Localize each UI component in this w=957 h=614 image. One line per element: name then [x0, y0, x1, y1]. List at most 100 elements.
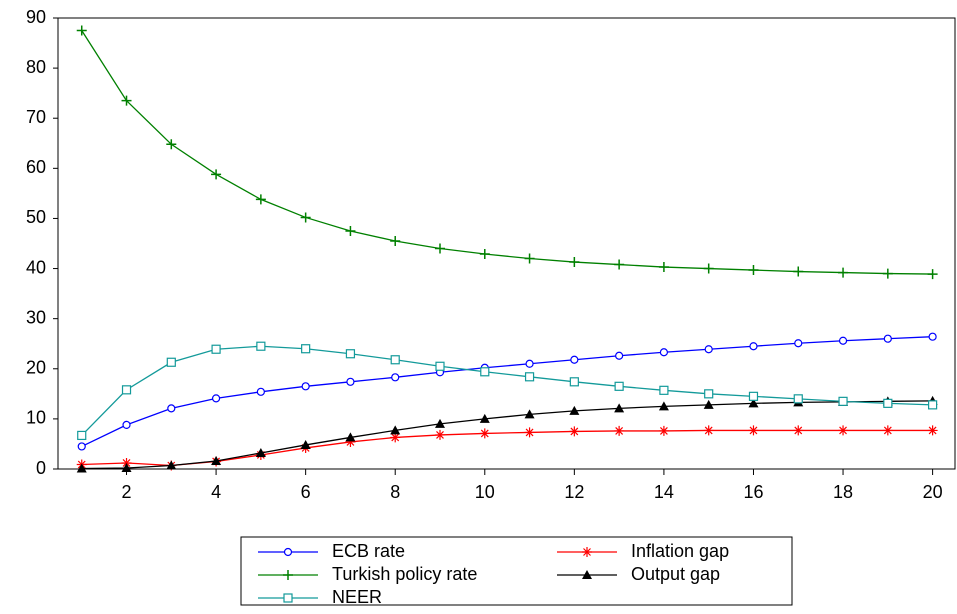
- y-tick-label: 70: [26, 107, 46, 127]
- marker: [211, 394, 221, 403]
- legend-box: [240, 536, 793, 606]
- legend-label: Inflation gap: [631, 541, 729, 561]
- marker: [345, 225, 356, 236]
- series-line: [81, 400, 933, 470]
- marker: [346, 377, 355, 386]
- marker: [883, 398, 893, 408]
- marker: [658, 425, 669, 436]
- marker: [793, 266, 804, 277]
- x-tick-label: 20: [923, 482, 943, 502]
- plot-frame: [57, 17, 956, 470]
- marker: [582, 547, 592, 557]
- marker: [569, 405, 580, 415]
- legend-label: Output gap: [631, 564, 720, 584]
- marker: [122, 420, 131, 430]
- marker: [524, 409, 535, 419]
- marker: [569, 426, 580, 437]
- marker: [524, 372, 535, 382]
- marker: [211, 455, 222, 465]
- series-line: [81, 30, 933, 275]
- marker: [658, 401, 669, 411]
- y-tick-label: 50: [26, 207, 46, 227]
- marker: [703, 263, 714, 274]
- marker: [928, 332, 937, 341]
- series-line: [81, 429, 933, 467]
- y-tick-label: 80: [26, 57, 46, 77]
- marker: [928, 400, 938, 410]
- marker: [569, 257, 580, 268]
- x-tick-label: 12: [564, 482, 584, 502]
- marker: [658, 262, 669, 273]
- marker: [390, 432, 401, 443]
- y-tick-label: 60: [26, 157, 46, 177]
- y-tick-label: 0: [36, 458, 46, 478]
- marker: [301, 382, 310, 391]
- y-tick-label: 90: [26, 7, 46, 27]
- marker: [390, 355, 400, 365]
- marker: [569, 377, 579, 387]
- marker: [121, 457, 132, 468]
- marker: [76, 463, 87, 473]
- marker: [749, 342, 758, 351]
- marker: [390, 235, 401, 246]
- marker: [77, 430, 87, 441]
- y-tick-label: 30: [26, 307, 46, 327]
- marker: [435, 361, 445, 371]
- marker: [345, 349, 356, 359]
- marker: [300, 212, 311, 223]
- legend-label: Turkish policy rate: [332, 564, 477, 584]
- y-tick-label: 10: [26, 408, 46, 428]
- marker: [166, 139, 177, 150]
- x-tick-label: 16: [743, 482, 763, 502]
- marker: [883, 334, 892, 343]
- series-line: [81, 345, 933, 436]
- marker: [659, 348, 669, 357]
- marker: [479, 428, 490, 439]
- marker: [434, 429, 445, 440]
- marker: [748, 425, 759, 436]
- marker: [615, 351, 624, 360]
- marker: [582, 570, 592, 579]
- marker: [211, 169, 222, 180]
- marker: [166, 460, 177, 470]
- marker: [166, 357, 176, 367]
- x-tick-label: 18: [833, 482, 853, 502]
- marker: [614, 425, 625, 436]
- marker: [748, 398, 759, 408]
- marker: [211, 344, 221, 354]
- marker: [882, 425, 893, 436]
- marker: [391, 373, 400, 382]
- marker: [525, 359, 534, 368]
- marker: [480, 367, 490, 377]
- marker: [479, 413, 490, 423]
- legend-label: NEER: [332, 587, 382, 607]
- marker: [614, 259, 625, 270]
- x-tick-label: 6: [301, 482, 311, 502]
- marker: [434, 418, 445, 428]
- marker: [882, 268, 893, 279]
- marker: [793, 394, 803, 404]
- marker: [300, 439, 311, 449]
- marker: [659, 385, 669, 395]
- marker: [614, 381, 624, 391]
- marker: [255, 194, 266, 205]
- marker: [345, 432, 356, 442]
- marker: [283, 570, 293, 580]
- marker: [256, 387, 265, 396]
- marker: [704, 389, 714, 399]
- marker: [283, 547, 293, 557]
- marker: [283, 593, 293, 603]
- marker: [121, 95, 132, 106]
- marker: [524, 253, 535, 264]
- marker: [167, 404, 176, 413]
- marker: [927, 269, 938, 280]
- marker: [570, 355, 579, 364]
- x-tick-label: 4: [211, 482, 221, 502]
- marker: [345, 436, 356, 447]
- marker: [703, 399, 714, 409]
- marker: [794, 339, 803, 348]
- marker: [793, 425, 804, 436]
- marker: [479, 249, 490, 260]
